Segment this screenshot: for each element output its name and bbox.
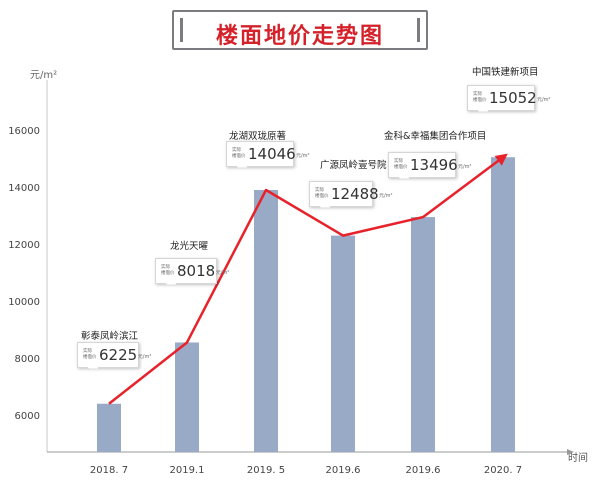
price-unit: 元/m² (296, 153, 310, 159)
y-tick-label: 12000 (8, 240, 40, 251)
price-value: 13496 (410, 156, 458, 174)
project-name: 金科&幸福集团合作项目 (384, 131, 487, 142)
x-tick-label: 2019.6 (325, 465, 361, 476)
price-value: 8018 (177, 262, 216, 280)
callout-label: 实际 楼面价 (232, 148, 246, 159)
price-value: 6225 (99, 346, 138, 364)
y-tick-label: 8000 (14, 354, 40, 365)
price-unit: 元/m² (537, 97, 551, 103)
x-axis-name: 时间 (568, 453, 588, 464)
price-callout: 实际 楼面价 12488 元/m² (309, 181, 393, 207)
price-unit: 元/m² (458, 164, 472, 170)
bar (175, 342, 199, 452)
y-tick-label: 16000 (8, 126, 40, 137)
x-tick-label: 2019.1 (169, 465, 205, 476)
x-tick-label: 2018. 7 (89, 465, 129, 476)
y-tick-label: 10000 (8, 297, 40, 308)
project-name: 彰泰凤岭滨江 (81, 331, 139, 342)
project-name: 龙光天曜 (170, 241, 209, 252)
callout-label: 实际 楼面价 (161, 265, 175, 276)
price-callout: 实际 楼面价 6225 元/m² (77, 342, 151, 368)
x-tick-label: 2020. 7 (483, 465, 523, 476)
y-tick-label: 6000 (14, 411, 40, 422)
x-tick-label: 2019.6 (405, 465, 441, 476)
callout-label: 实际 楼面价 (394, 159, 408, 170)
price-value: 12488 (331, 185, 379, 203)
x-axis-arrow (567, 449, 574, 455)
y-tick-label: 14000 (8, 183, 40, 194)
price-value: 14046 (248, 145, 296, 163)
price-callout: 实际 楼面价 13496 元/m² (388, 152, 472, 178)
price-unit: 元/m² (379, 193, 393, 199)
title-frame: 楼面地价走势图 (172, 10, 428, 50)
bar (411, 217, 435, 452)
bar (331, 235, 355, 452)
price-callout: 实际 楼面价 14046 元/m² (226, 141, 310, 167)
y-axis-unit: 元/m² (30, 70, 58, 81)
price-callout: 实际 楼面价 8018 元/m² (155, 258, 229, 284)
trend-arrow-head (494, 153, 508, 166)
chart-title: 楼面地价走势图 (215, 24, 384, 49)
price-unit: 元/m² (137, 354, 152, 360)
callout-label: 实际 楼面价 (473, 92, 487, 103)
price-value: 15052 (489, 89, 537, 107)
price-callout: 实际 楼面价 15052 元/m² (467, 85, 551, 111)
x-tick-label: 2019. 5 (246, 465, 286, 476)
bar (97, 403, 121, 452)
price-unit: 元/m² (215, 270, 230, 276)
project-name: 中国铁建新项目 (472, 67, 539, 78)
project-name: 龙湖双珑原著 (229, 131, 287, 142)
trend-line (108, 156, 504, 405)
bar (254, 190, 278, 452)
callout-label: 实际 楼面价 (315, 188, 329, 199)
bar (491, 157, 515, 452)
project-name: 广源凤岭壹号院 (320, 160, 387, 171)
callout-label: 实际 楼面价 (83, 349, 97, 360)
